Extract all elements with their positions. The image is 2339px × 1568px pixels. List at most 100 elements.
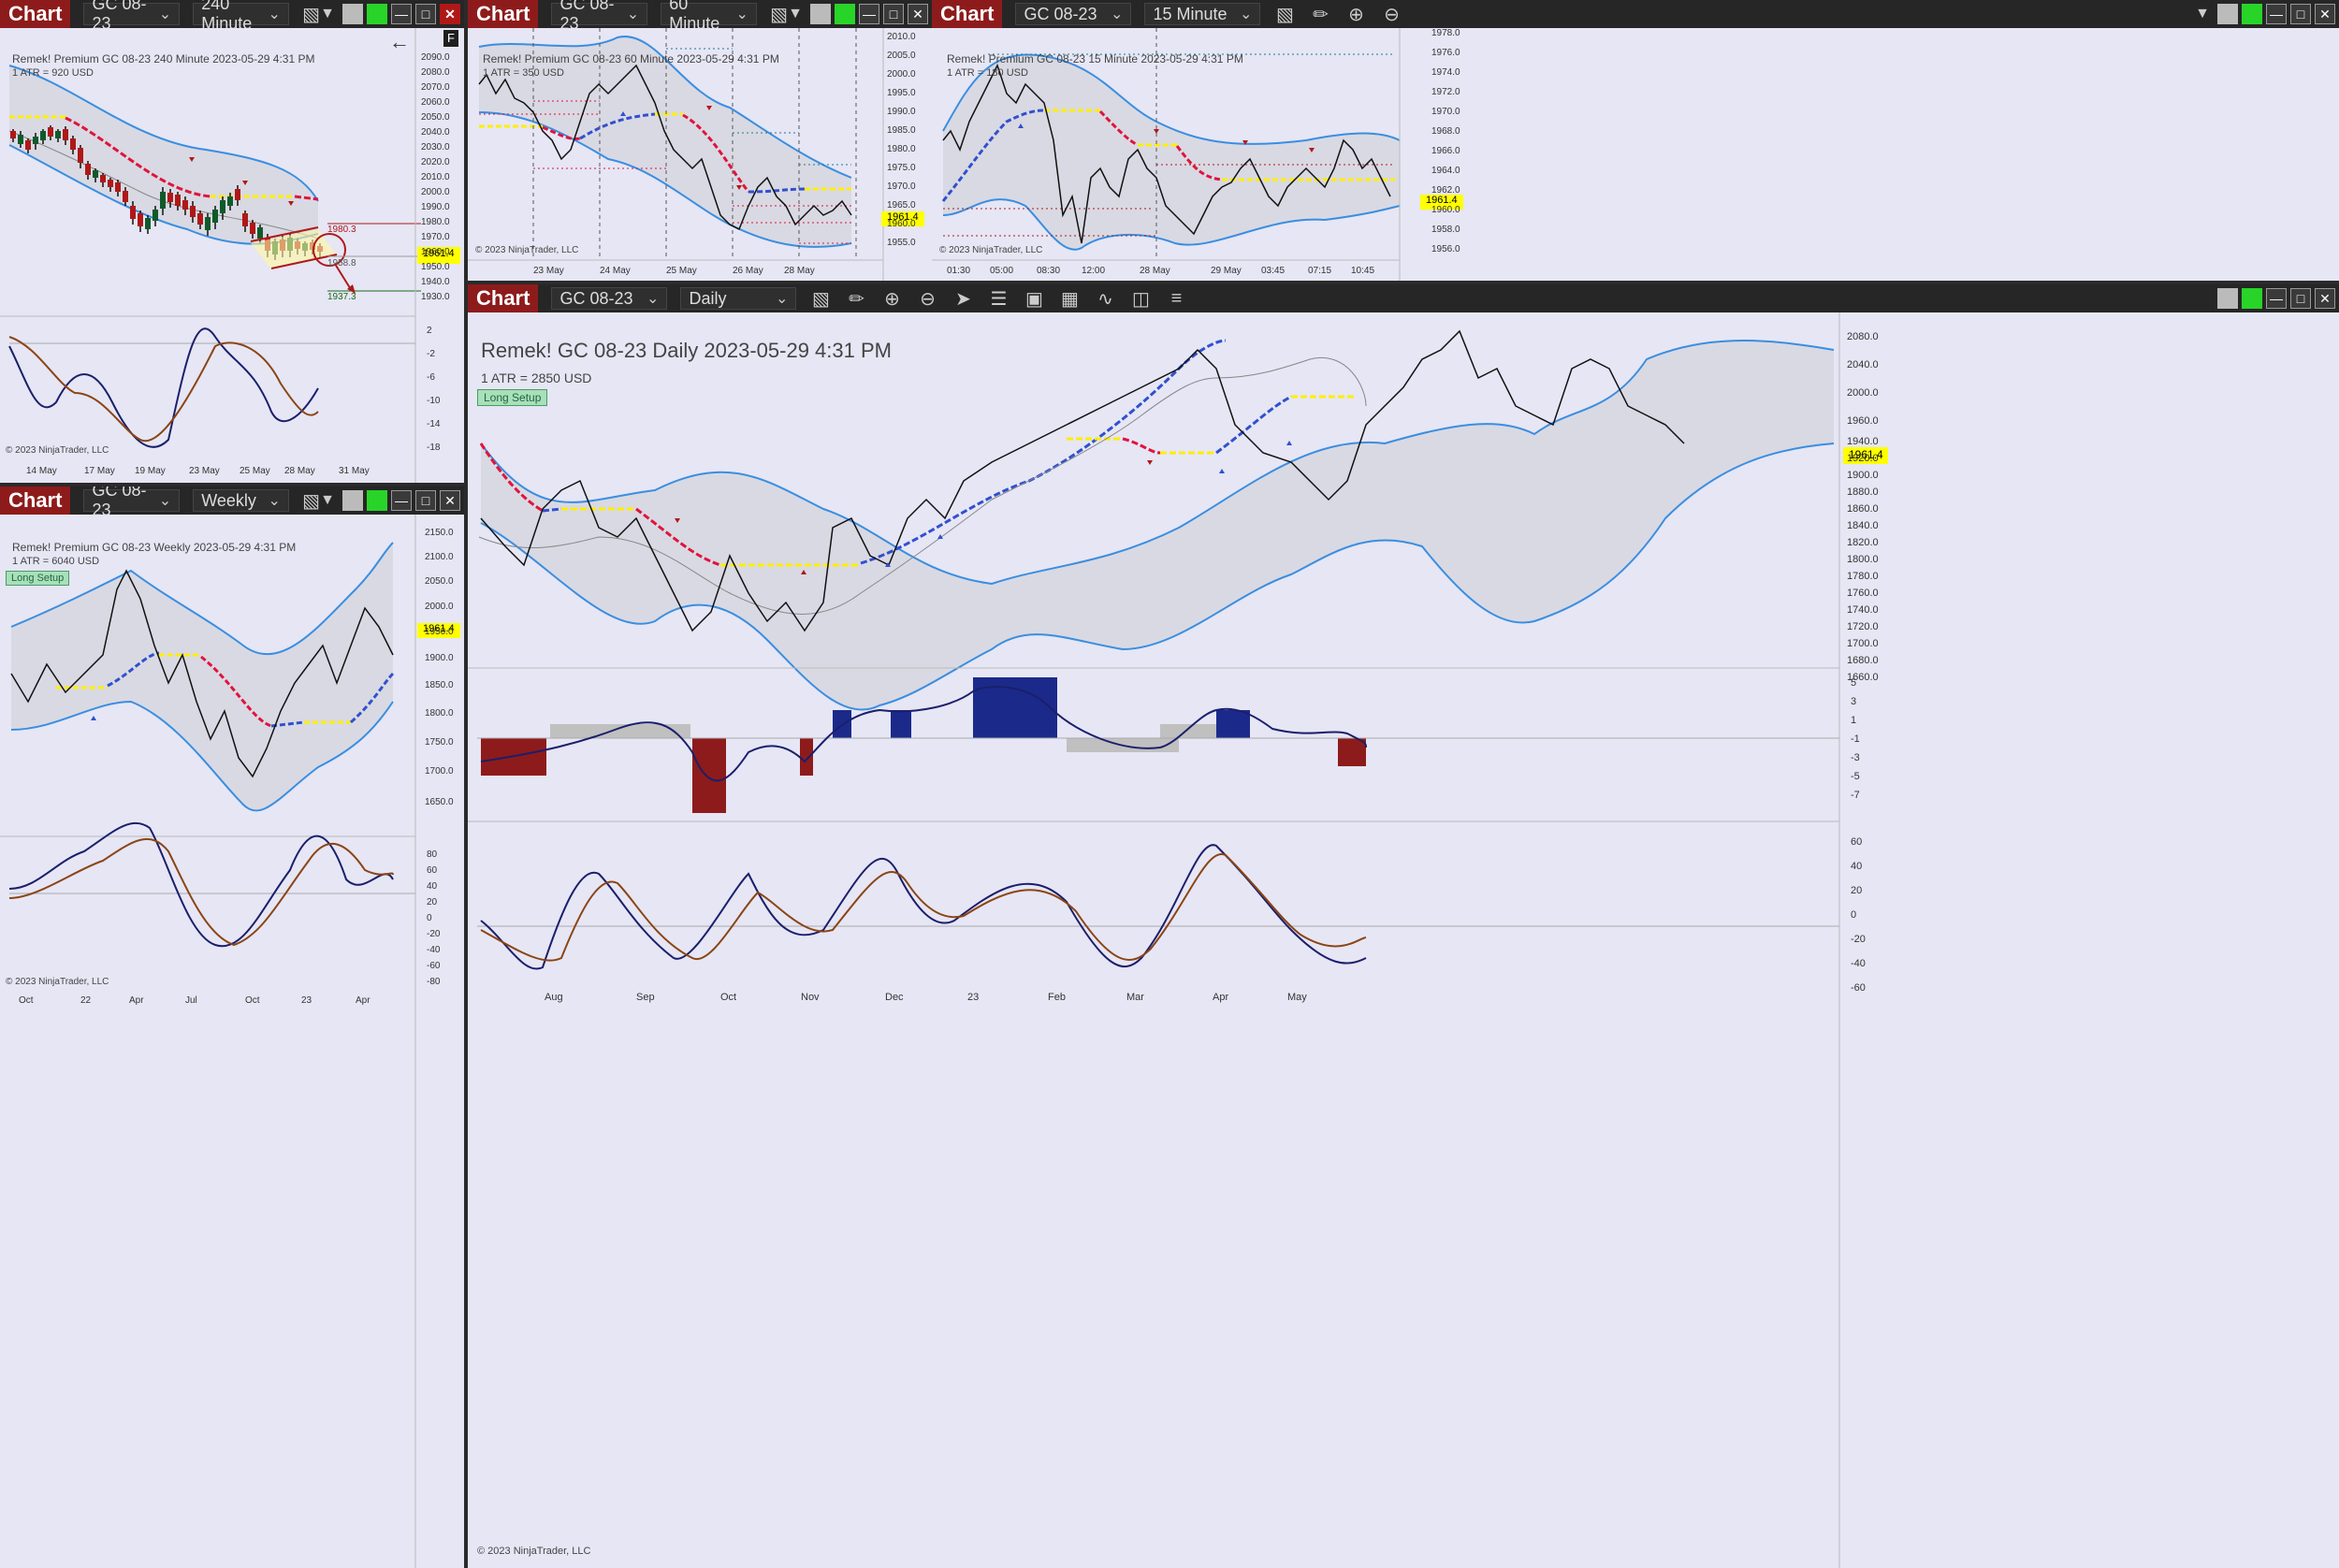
zoom-in-icon[interactable]: ⊕ <box>1348 4 1364 25</box>
chevron-down-icon: ⌄ <box>158 493 172 509</box>
draw-tools-icon[interactable]: ✏ <box>849 288 864 310</box>
y-tick: 1680.0 <box>1847 655 1879 666</box>
dropdown-arrow-icon[interactable]: ▼ <box>320 6 335 22</box>
dropdown-arrow-icon[interactable]: ▼ <box>320 492 335 508</box>
close-button[interactable]: ✕ <box>440 4 460 24</box>
osc-tick: -14 <box>427 419 441 429</box>
y-tick: 1985.0 <box>887 125 916 136</box>
templates-icon[interactable]: ▣ <box>1025 288 1043 310</box>
link-button[interactable] <box>342 4 363 24</box>
x-label: 03:45 <box>1261 266 1286 276</box>
chart-menu-button[interactable]: Chart <box>468 0 539 28</box>
osc-tick: 80 <box>427 849 438 860</box>
y-tick: 2090.0 <box>421 52 450 63</box>
draw-tools-icon[interactable]: ✏ <box>1313 4 1329 25</box>
maximize-button[interactable]: □ <box>883 4 904 24</box>
osc-tick: -60 <box>427 961 441 971</box>
minimize-button[interactable]: — <box>859 4 879 24</box>
menu-icon[interactable]: ≡ <box>1170 287 1183 309</box>
pointer-icon[interactable]: ➤ <box>955 288 971 310</box>
maximize-button[interactable]: □ <box>415 490 436 511</box>
instrument-value: GC 08-23 <box>559 288 633 308</box>
chart-menu-button[interactable]: Chart <box>0 0 71 28</box>
minimize-button[interactable]: — <box>2266 288 2287 309</box>
link-color-button[interactable] <box>2242 288 2262 309</box>
link-color-button[interactable] <box>2242 4 2262 24</box>
bars-type-icon[interactable]: ▧ <box>302 490 320 512</box>
link-button[interactable] <box>2217 4 2238 24</box>
zoom-out-icon[interactable]: ⊖ <box>920 288 936 310</box>
f-button[interactable]: F <box>443 30 458 47</box>
maximize-button[interactable]: □ <box>2290 4 2311 24</box>
link-button[interactable] <box>2217 288 2238 309</box>
interval-selector[interactable]: 240 Minute ⌄ <box>193 0 289 33</box>
bars-type-icon[interactable]: ▧ <box>770 4 788 25</box>
chart-plot-weekly[interactable]: Remek! Premium GC 08-23 Weekly 2023-05-2… <box>0 515 464 1568</box>
y-tick: 2080.0 <box>421 67 450 78</box>
chart-plot-60min[interactable]: Remek! Premium GC 08-23 60 Minute 2023-0… <box>468 28 932 281</box>
hist-tick: -5 <box>1851 771 1860 782</box>
osc-tick: -6 <box>427 372 435 383</box>
y-tick: 1980.0 <box>421 217 450 227</box>
instrument-value: GC 08-23 <box>1024 4 1097 23</box>
back-arrow-icon[interactable]: ← <box>389 30 410 53</box>
chart-plot-daily[interactable]: Remek! GC 08-23 Daily 2023-05-29 4:31 PM… <box>468 312 2339 1568</box>
maximize-button[interactable]: □ <box>415 4 436 24</box>
price-tag: 1961.4 <box>423 623 455 634</box>
osc-tick: 60 <box>1851 836 1863 848</box>
close-button[interactable]: ✕ <box>2315 4 2335 24</box>
interval-selector[interactable]: Daily ⌄ <box>680 287 797 310</box>
interval-selector[interactable]: 15 Minute ⌄ <box>1144 3 1261 25</box>
osc-tick: 0 <box>1851 909 1857 921</box>
chart-title: Remek! Premium GC 08-23 15 Minute 2023-0… <box>947 52 1243 65</box>
link-button[interactable] <box>810 4 831 24</box>
link-color-button[interactable] <box>367 4 387 24</box>
chart-menu-button[interactable]: Chart <box>932 0 1003 28</box>
osc-tick: 60 <box>427 865 438 876</box>
instrument-selector[interactable]: GC 08-23 ⌄ <box>1015 3 1132 25</box>
chart-menu-button[interactable]: Chart <box>0 486 71 515</box>
y-tick: 1970.0 <box>1431 107 1460 117</box>
y-tick: 2000.0 <box>425 602 454 612</box>
link-color-button[interactable] <box>367 490 387 511</box>
instrument-selector[interactable]: GC 08-23 ⌄ <box>551 287 668 310</box>
minimize-button[interactable]: — <box>391 4 412 24</box>
chart-menu-button[interactable]: Chart <box>468 284 539 312</box>
chevron-down-icon: ⌄ <box>268 493 281 509</box>
y-tick: 1940.0 <box>1847 436 1879 447</box>
chart-title: Remek! Premium GC 08-23 240 Minute 2023-… <box>12 52 315 65</box>
bars-type-icon[interactable]: ▧ <box>302 4 320 25</box>
close-button[interactable]: ✕ <box>2315 288 2335 309</box>
interval-selector[interactable]: 60 Minute ⌄ <box>661 0 757 33</box>
zoom-out-icon[interactable]: ⊖ <box>1384 4 1400 25</box>
bars-type-icon[interactable]: ▧ <box>1276 4 1294 25</box>
instrument-selector[interactable]: GC 08-23 ⌄ <box>83 486 181 519</box>
instrument-selector[interactable]: GC 08-23 ⌄ <box>551 0 648 33</box>
chart-title: Remek! Premium GC 08-23 Weekly 2023-05-2… <box>12 541 297 554</box>
strategies-icon[interactable]: ▦ <box>1061 288 1079 310</box>
close-button[interactable]: ✕ <box>440 490 460 511</box>
zoom-in-icon[interactable]: ⊕ <box>884 288 900 310</box>
properties-icon[interactable]: ◫ <box>1132 288 1150 310</box>
dropdown-arrow-icon[interactable]: ▼ <box>2195 6 2210 22</box>
indicators-icon[interactable]: ∿ <box>1097 288 1113 310</box>
chart-plot-240min[interactable]: Remek! Premium GC 08-23 240 Minute 2023-… <box>0 28 464 483</box>
atr-label: 1 ATR = 350 USD <box>483 67 564 79</box>
chevron-down-icon: ⌄ <box>626 7 640 22</box>
data-box-icon[interactable]: ☰ <box>990 288 1008 310</box>
y-tick: 1900.0 <box>425 653 454 663</box>
minimize-button[interactable]: — <box>391 490 412 511</box>
link-button[interactable] <box>342 490 363 511</box>
maximize-button[interactable]: □ <box>2290 288 2311 309</box>
osc-tick: -18 <box>427 443 441 453</box>
link-color-button[interactable] <box>835 4 855 24</box>
close-button[interactable]: ✕ <box>908 4 928 24</box>
copyright: © 2023 NinjaTrader, LLC <box>6 977 109 987</box>
chart-plot-15min[interactable]: Remek! Premium GC 08-23 15 Minute 2023-0… <box>932 28 2339 281</box>
chart-svg <box>0 515 464 1568</box>
dropdown-arrow-icon[interactable]: ▼ <box>788 6 803 22</box>
instrument-selector[interactable]: GC 08-23 ⌄ <box>83 0 181 33</box>
bars-type-icon[interactable]: ▧ <box>812 288 830 310</box>
minimize-button[interactable]: — <box>2266 4 2287 24</box>
interval-selector[interactable]: Weekly ⌄ <box>193 489 289 512</box>
